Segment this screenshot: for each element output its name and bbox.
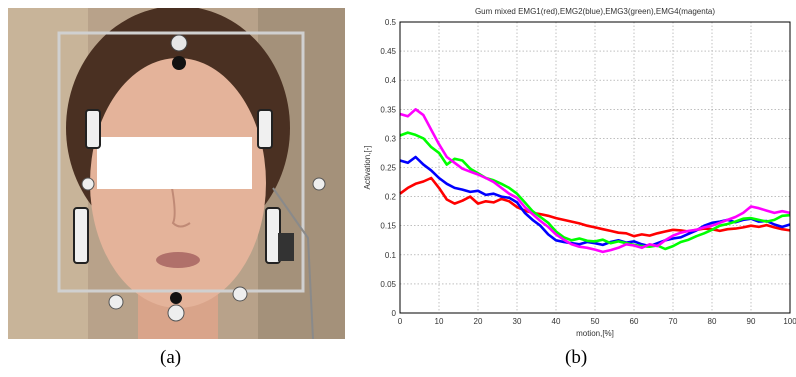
- marker-right-cheek: [312, 177, 326, 191]
- grid-lines: [400, 22, 790, 313]
- nose: [167, 167, 191, 228]
- chart-title: Gum mixed EMG1(red),EMG2(blue),EMG3(gree…: [475, 7, 715, 16]
- eye-privacy-mask: [97, 137, 252, 189]
- x-tick-label: 30: [513, 317, 522, 326]
- y-tick-label: 0.2: [385, 193, 397, 202]
- y-tick-label: 0.25: [380, 164, 396, 173]
- cable-connector: [278, 233, 294, 261]
- electrode-left-jaw: [73, 207, 89, 264]
- marker-chin-center: [167, 304, 185, 322]
- electrode-left-temple: [85, 109, 101, 149]
- x-tick-label: 50: [591, 317, 600, 326]
- chart-background: [356, 0, 796, 345]
- y-tick-label: 0.35: [380, 105, 396, 114]
- electrode-right-jaw: [265, 207, 281, 264]
- marker-chin-base: [170, 292, 182, 304]
- series-line-emg3: [399, 131, 791, 251]
- electrode-cable: [272, 187, 314, 339]
- x-tick-label: 10: [435, 317, 444, 326]
- series-line-emg1: [399, 176, 791, 238]
- x-axis-title: motion,[%]: [576, 329, 614, 338]
- y-tick-labels: 0 0.05 0.1 0.15 0.2 0.25 0.3 0.35 0.4 0.45 0.5: [380, 18, 396, 318]
- y-tick-label: 0.3: [385, 134, 397, 143]
- lips: [156, 252, 200, 268]
- face-photo-illustration: [8, 8, 345, 339]
- marker-right-chin: [232, 286, 248, 302]
- x-tick-label: 40: [552, 317, 561, 326]
- subject-face-photo: [8, 8, 345, 339]
- caption-b: (b): [565, 347, 588, 368]
- y-tick-label: 0: [392, 309, 397, 318]
- emg-activation-chart: 0 0.05 0.1 0.15 0.2 0.25 0.3 0.35 0.4 0.45 0.5 0 10…: [356, 0, 796, 345]
- marker-left-cheek: [81, 177, 95, 191]
- caption-a: (a): [160, 347, 182, 368]
- y-tick-label: 0.45: [380, 47, 396, 56]
- marker-forehead-top: [170, 34, 188, 52]
- plot-frame: [399, 21, 791, 314]
- x-tick-label: 90: [747, 317, 756, 326]
- face-detection-box: [57, 31, 305, 293]
- marker-left-chin: [108, 294, 124, 310]
- x-tick-labels: 0 10 20 30 40 50 60 70 80 90 100: [398, 317, 796, 326]
- marker-forehead-base: [172, 56, 186, 70]
- y-tick-label: 0.4: [385, 76, 397, 85]
- x-tick-label: 70: [669, 317, 678, 326]
- y-tick-label: 0.15: [380, 222, 396, 231]
- y-tick-label: 0.05: [380, 280, 396, 289]
- y-tick-label: 0.5: [385, 18, 397, 27]
- x-tick-label: 100: [783, 317, 796, 326]
- x-tick-label: 0: [398, 317, 403, 326]
- y-tick-label: 0.1: [385, 251, 397, 260]
- x-tick-label: 20: [474, 317, 483, 326]
- chart-svg: 0 0.05 0.1 0.15 0.2 0.25 0.3 0.35 0.4 0.45 0.5 0 10…: [356, 0, 796, 345]
- series-lines: [399, 108, 791, 254]
- electrode-right-temple: [257, 109, 273, 149]
- x-tick-label: 80: [708, 317, 717, 326]
- series-line-emg4: [399, 108, 791, 254]
- x-tick-label: 60: [630, 317, 639, 326]
- y-axis-title: Activation,[-]: [363, 145, 372, 189]
